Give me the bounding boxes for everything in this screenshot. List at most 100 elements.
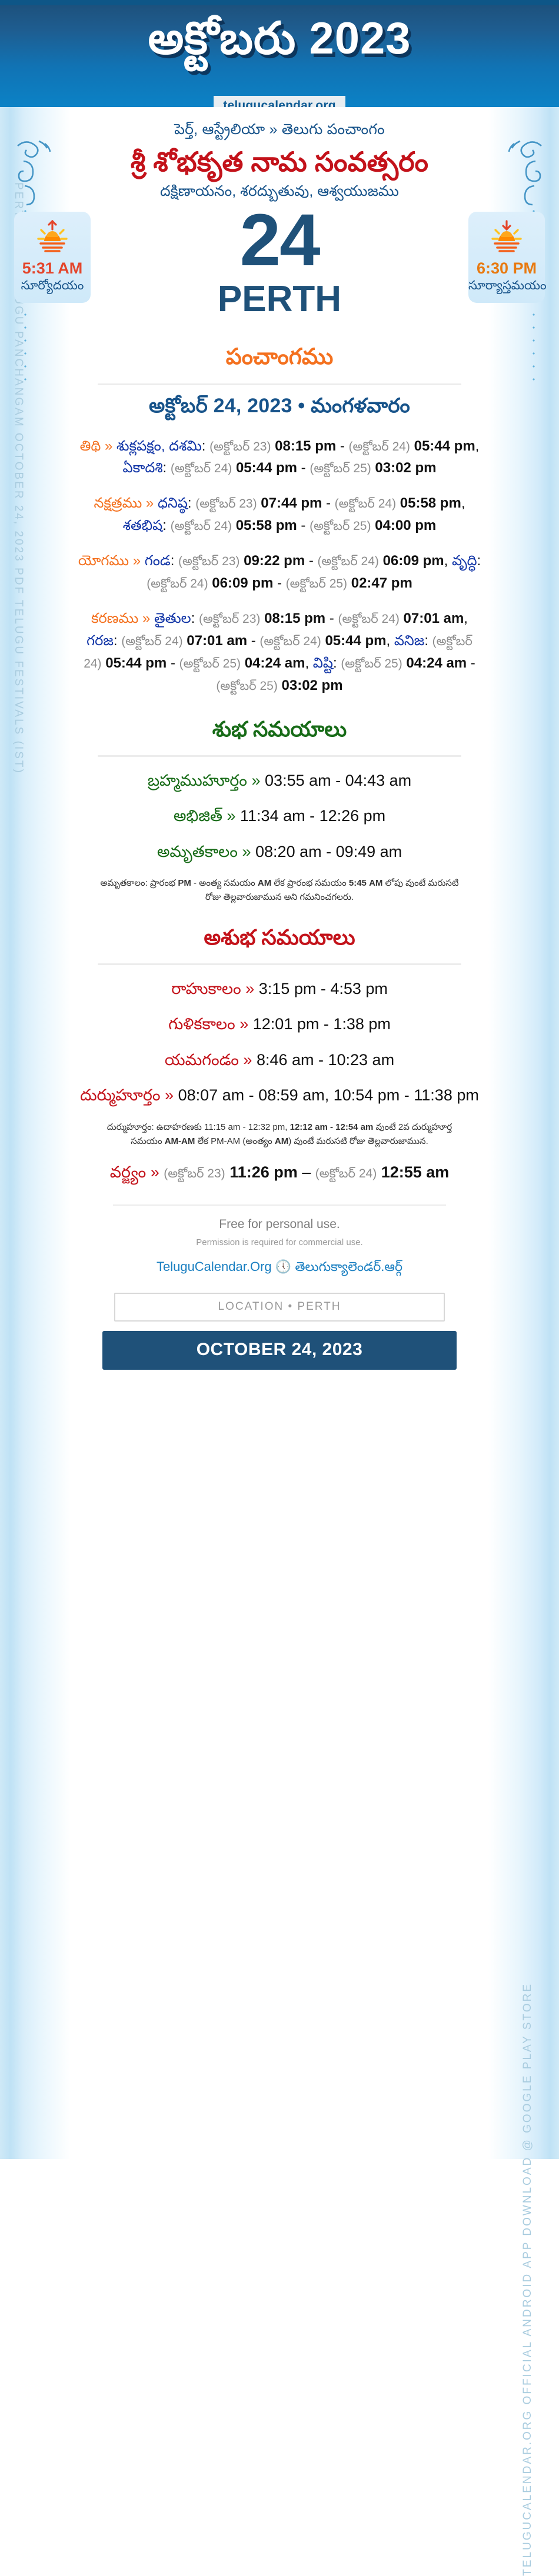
permission-text: Permission is required for commercial us… bbox=[196, 1237, 363, 1247]
site-url-badge[interactable]: telugucalendar.org bbox=[214, 96, 345, 107]
varjyam-row: వర్జ్యం » (అక్టోబర్ 23) 11:26 pm – (అక్ట… bbox=[72, 1160, 487, 1184]
panchangam-separator: : bbox=[332, 655, 341, 671]
panchangam-separator: : bbox=[170, 553, 179, 569]
panchangam-date: (అక్టోబర్ 24) bbox=[348, 439, 410, 453]
panchangam-time: 06:09 pm bbox=[382, 553, 444, 569]
panchangam-row: నక్షత్రము » ధనిష్ఠ: (అక్టోబర్ 23) 07:44 … bbox=[72, 492, 487, 537]
panchangam-separator: : bbox=[201, 438, 210, 454]
chevron-right-icon: » bbox=[237, 842, 256, 860]
sunset-card: 6:30 PM సూర్యాస్తమయం bbox=[468, 211, 547, 303]
chevron-right-icon: » bbox=[238, 1050, 257, 1069]
panchangam-time: 05:58 pm bbox=[400, 495, 461, 512]
location-language-line: పెర్త్, ఆస్ట్రేలియా » తెలుగు పంచాంగం bbox=[174, 121, 385, 138]
chevron-right-icon: » bbox=[235, 1015, 253, 1033]
brand-line[interactable]: TeluguCalendar.Org 🕔 తెలుగుక్యాలెండర్.ఆర… bbox=[72, 1259, 487, 1277]
panchangam-time: 05:44 pm bbox=[235, 460, 298, 476]
panchangam-time: 07:01 am bbox=[403, 610, 464, 626]
panchangam-date: (అక్టోబర్ 24) bbox=[334, 497, 397, 511]
panchangam-date: (అక్టోబర్ 25) bbox=[179, 656, 241, 670]
good-note-fragment: 5:45 AM bbox=[348, 878, 383, 889]
good-note-fragment: లోపు వుంటే మరుసటి రోజు తెల్లవారుజామున అన… bbox=[205, 878, 459, 903]
panchangam-term-name: గండ bbox=[144, 553, 171, 569]
good-time-item-value: 08:20 am - 09:49 am bbox=[255, 842, 402, 860]
panchangam-term-name: గరజ bbox=[86, 632, 114, 649]
panchangam-separator: - bbox=[247, 632, 260, 649]
panchangam-separator bbox=[379, 553, 383, 569]
panchangam-separator: , bbox=[386, 632, 394, 649]
bad-time-item-value: 12:01 pm - 1:38 pm bbox=[252, 1015, 391, 1033]
bad-note-fragment: లేక PM-AM (అంత్యం bbox=[195, 1136, 275, 1146]
panchangam-separator: : bbox=[477, 553, 481, 569]
sunset-icon bbox=[488, 219, 525, 253]
panchangam-date: (అక్టోబర్ 25) bbox=[310, 519, 371, 533]
location-bar: LOCATION • PERTH bbox=[114, 1292, 445, 1322]
panchangam-separator bbox=[410, 438, 414, 454]
bad-times-note: దుర్ముహూర్తం: ఉదాహరణకు 11:15 am - 12:32 … bbox=[72, 1120, 487, 1149]
day-number: 24 bbox=[239, 199, 320, 281]
good-times-heading: శుభ సమయాలు bbox=[212, 716, 347, 741]
panchangam-term-name: వృద్ధి bbox=[451, 553, 477, 569]
brand-name-telugu[interactable]: తెలుగుక్యాలెండర్.ఆర్గ్ bbox=[295, 1259, 403, 1274]
panchangam-separator: - bbox=[297, 518, 310, 534]
sunrise-label: సూర్యోదయం bbox=[21, 278, 84, 292]
ayanam-ritu-masam-line: దక్షిణాయనం, శరద్బుతువు, ఆశ్వయుజము bbox=[160, 182, 399, 199]
panchangam-separator: - bbox=[167, 655, 179, 671]
good-time-item: బ్రహ్మముహూర్తం » 03:55 am - 04:43 am bbox=[72, 769, 487, 793]
bad-note-fragment: ) వుంటే మరుసటి రోజు తెల్లవారుజామున. bbox=[288, 1136, 428, 1146]
panchangam-date: (అక్టోబర్ 24) bbox=[315, 1167, 377, 1181]
panchangam-separator: : bbox=[113, 632, 122, 649]
panchangam-term-name: తైతుల bbox=[154, 610, 191, 626]
panchangam-separator: - bbox=[297, 460, 310, 476]
panchangam-row-label: తిథి bbox=[79, 438, 101, 454]
panchangam-separator bbox=[278, 678, 282, 693]
date-bar: OCTOBER 24, 2023 bbox=[102, 1330, 457, 1370]
panchangam-date: (అక్టోబర్ 24) bbox=[338, 612, 400, 626]
panchangam-term-name: శతభిష bbox=[122, 518, 163, 534]
sunset-time: 6:30 PM bbox=[476, 259, 537, 277]
sunrise-card: 5:31 AM సూర్యోదయం bbox=[14, 211, 91, 303]
panchangam-separator: - bbox=[322, 495, 335, 512]
bad-note-fragment: 12:12 am - 12:54 am bbox=[290, 1122, 374, 1132]
chevron-right-icon: » bbox=[241, 979, 259, 997]
panchangam-separator: , bbox=[464, 610, 468, 626]
panchangam-separator: : bbox=[162, 460, 171, 476]
good-times-list: బ్రహ్మముహూర్తం » 03:55 am - 04:43 am అభిజ… bbox=[72, 769, 487, 864]
panchangam-time: 03:02 pm bbox=[281, 677, 343, 693]
brand-name-english[interactable]: TeluguCalendar.Org bbox=[156, 1259, 272, 1274]
bad-time-item: యమగండం » 8:46 am - 10:23 am bbox=[72, 1048, 487, 1072]
panchangam-separator: : bbox=[162, 518, 171, 534]
panchangam-time: 03:02 pm bbox=[375, 460, 437, 476]
panchangam-date: (అక్టోబర్ 25) bbox=[216, 679, 278, 693]
sunrise-icon bbox=[34, 219, 71, 253]
panchangam-date: (అక్టోబర్ 23) bbox=[178, 555, 240, 569]
chevron-right-icon: » bbox=[101, 438, 117, 454]
panchangam-separator bbox=[232, 518, 236, 533]
panchangam-title: పంచాంగము bbox=[225, 344, 334, 369]
panchangam-date: (అక్టోబర్ 24) bbox=[259, 634, 321, 648]
panchangam-date: (అక్టోబర్ 24) bbox=[170, 519, 232, 533]
sun-date-row: 5:31 AM సూర్యోదయం 24 PERTH bbox=[14, 203, 547, 347]
panchangam-separator: - bbox=[273, 575, 286, 592]
panchangam-term-name: విష్టి bbox=[312, 655, 333, 671]
panchangam-date: (అక్టోబర్ 23) bbox=[195, 497, 257, 511]
panchangam-row-label: నక్షత్రము bbox=[94, 495, 142, 512]
good-time-item-label: అభిజిత్ bbox=[173, 807, 222, 825]
panchangam-time: 08:15 pm bbox=[264, 610, 326, 626]
clock-icon: 🕔 bbox=[275, 1259, 292, 1274]
bad-time-item-value: 3:15 pm - 4:53 pm bbox=[258, 979, 388, 997]
panchangam-time: 08:15 pm bbox=[275, 438, 337, 454]
panchangam-time: 04:24 am bbox=[244, 655, 305, 671]
bottom-spacer bbox=[72, 1370, 487, 1393]
good-time-item: అమృతకాలం » 08:20 am - 09:49 am bbox=[72, 840, 487, 864]
page-banner: అక్టోబరు 2023 telugucalendar.org bbox=[0, 0, 559, 107]
panchangam-separator: - bbox=[305, 553, 318, 569]
bad-time-item-label: యమగండం bbox=[164, 1050, 239, 1069]
panchangam-separator bbox=[347, 575, 351, 591]
panchangam-term-name: ఏకాదశి bbox=[122, 460, 163, 476]
panchangam-term-name: ధనిష్ఠ bbox=[157, 495, 188, 512]
panchangam-row: తిథి » శుక్లపక్షం, దశమి: (అక్టోబర్ 23) 0… bbox=[72, 435, 487, 480]
banner-top-edge bbox=[0, 0, 559, 5]
date-heading: అక్టోబర్ 24, 2023 • మంగళవారం bbox=[149, 394, 410, 417]
panchangam-term-name: వనిజ bbox=[394, 632, 425, 649]
